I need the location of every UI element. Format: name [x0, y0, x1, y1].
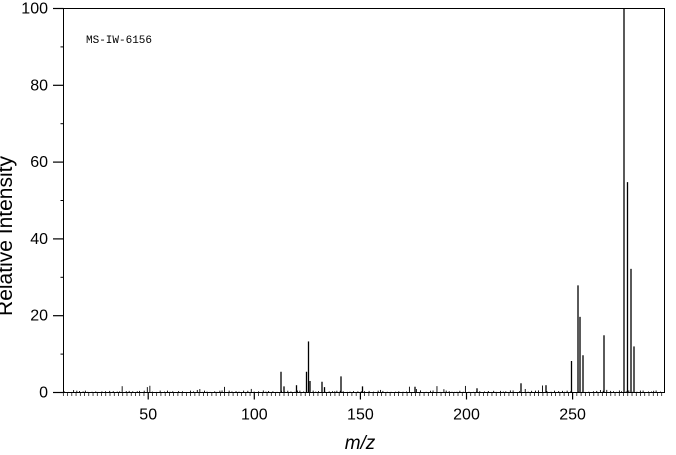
svg-text:100: 100: [21, 1, 48, 18]
svg-text:Relative Intensity: Relative Intensity: [0, 156, 17, 316]
svg-text:150: 150: [347, 407, 374, 424]
svg-text:100: 100: [241, 407, 268, 424]
svg-text:20: 20: [30, 308, 48, 325]
svg-text:50: 50: [139, 407, 157, 424]
svg-text:MS-IW-6156: MS-IW-6156: [86, 35, 152, 47]
svg-text:m/z: m/z: [345, 433, 376, 454]
svg-text:0: 0: [39, 385, 48, 402]
svg-text:80: 80: [30, 77, 48, 94]
svg-text:200: 200: [453, 407, 480, 424]
svg-text:250: 250: [559, 407, 586, 424]
svg-text:40: 40: [30, 231, 48, 248]
svg-text:60: 60: [30, 154, 48, 171]
